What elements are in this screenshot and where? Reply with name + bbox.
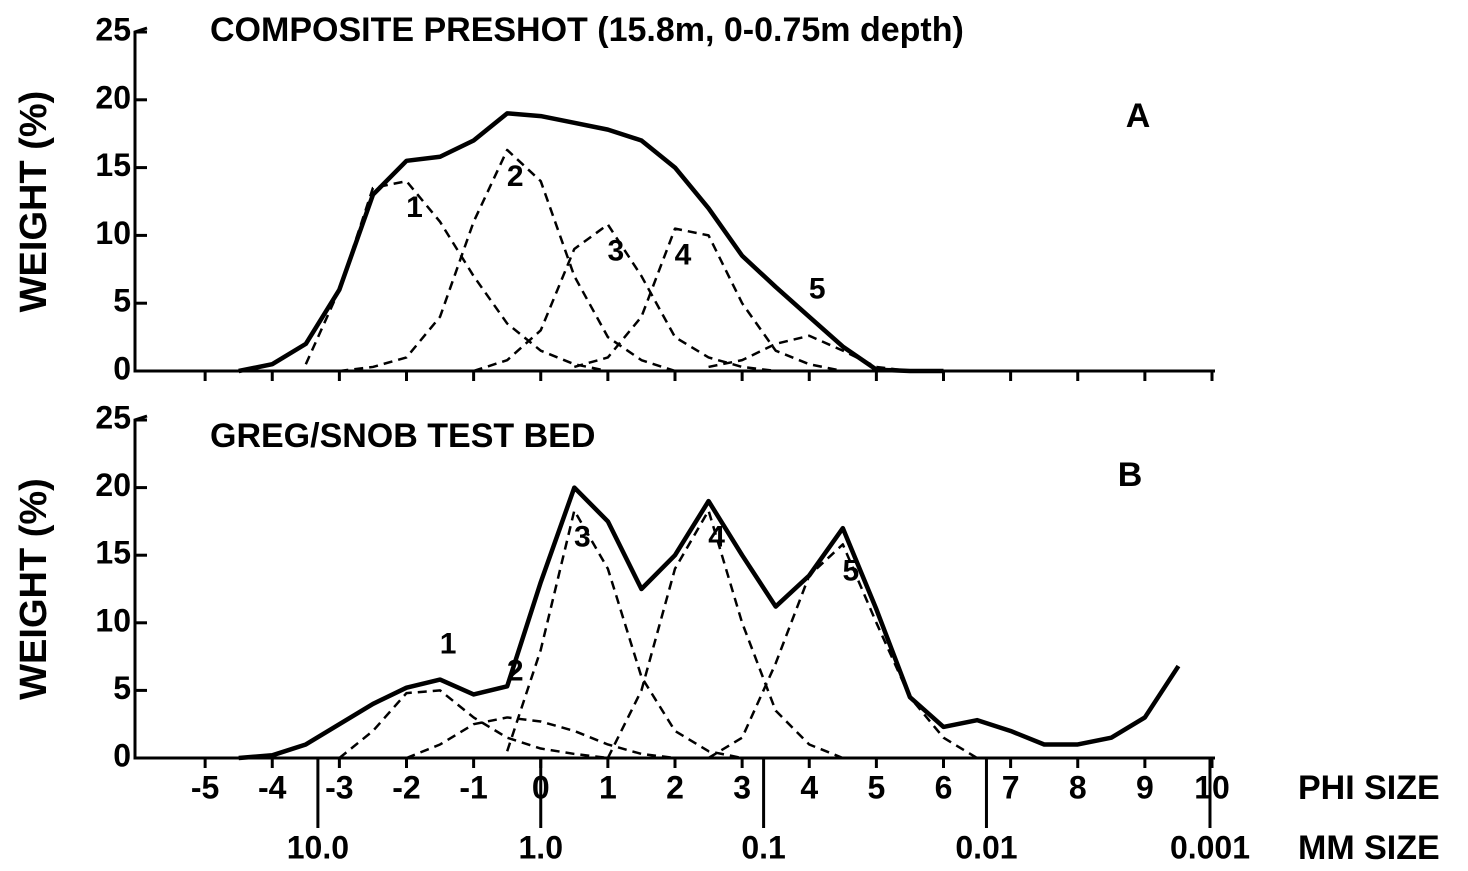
x2-tick-label: 1.0	[519, 829, 563, 865]
y-tick-label: 20	[95, 79, 131, 115]
y-tick-label: 25	[95, 399, 131, 435]
component-label: 3	[608, 234, 625, 267]
x2-tick-label: 0.01	[955, 829, 1017, 865]
y-tick-label: 15	[95, 535, 131, 571]
x-tick-label: 2	[666, 769, 684, 805]
y-tick-label: 15	[95, 147, 131, 183]
composite-line	[238, 111, 944, 374]
component-label: 4	[708, 521, 725, 554]
component-label: 5	[842, 554, 859, 587]
x-tick-label: 10	[1194, 769, 1230, 805]
component-line	[406, 716, 676, 760]
x-tick-label: -4	[258, 769, 287, 805]
component-label: 2	[507, 654, 524, 687]
component-label: 5	[809, 273, 826, 306]
x-tick-label: 3	[733, 769, 751, 805]
y-tick-label: 5	[113, 283, 131, 319]
y-tick-label: 25	[95, 11, 131, 47]
chart-title: COMPOSITE PRESHOT (15.8m, 0-0.75m depth)	[210, 11, 964, 49]
component-label: 4	[675, 239, 692, 272]
panel-label: A	[1126, 97, 1151, 135]
y-axis-label: WEIGHT (%)	[13, 478, 55, 700]
x-tick-label: -2	[392, 769, 420, 805]
component-line	[707, 543, 978, 760]
y-tick-label: 10	[95, 602, 131, 638]
chart-title: GREG/SNOB TEST BED	[210, 417, 595, 455]
component-line	[338, 689, 609, 760]
component-label: 1	[440, 627, 457, 660]
y-tick-label: 10	[95, 215, 131, 251]
x-tick-label: -1	[459, 769, 487, 805]
component-label: 3	[574, 521, 591, 554]
component-label: 1	[406, 191, 423, 224]
component-line	[708, 334, 911, 373]
component-line	[304, 179, 609, 373]
y-axis-label: WEIGHT (%)	[13, 91, 55, 313]
panel-label: B	[1118, 456, 1143, 494]
x2-tick-label: 0.1	[741, 829, 785, 865]
y-tick-label: 0	[113, 350, 131, 386]
component-line	[606, 509, 844, 760]
x-tick-label: 5	[867, 769, 885, 805]
y-tick-label: 20	[95, 467, 131, 503]
component-line	[573, 227, 844, 373]
y-tick-label: 5	[113, 670, 131, 706]
x2-axis-label: MM SIZE	[1298, 829, 1440, 867]
component-label: 2	[507, 160, 524, 193]
composite-line	[238, 485, 1181, 761]
x-tick-label: 1	[599, 769, 617, 805]
y-tick-label: 0	[113, 737, 131, 773]
x-tick-label: 7	[1002, 769, 1020, 805]
component-line	[506, 509, 743, 760]
component-line	[473, 223, 776, 373]
x-tick-label: -5	[191, 769, 219, 805]
axes	[133, 26, 1215, 373]
x2-tick-label: 10.0	[287, 829, 349, 865]
x-tick-label: 6	[935, 769, 953, 805]
x-tick-label: 4	[800, 769, 818, 805]
x2-tick-label: 0.001	[1170, 829, 1250, 865]
x-tick-label: 9	[1136, 769, 1154, 805]
axes	[133, 414, 1215, 760]
x-tick-label: -3	[325, 769, 353, 805]
x-tick-label: 8	[1069, 769, 1087, 805]
x-axis-label: PHI SIZE	[1298, 769, 1440, 807]
